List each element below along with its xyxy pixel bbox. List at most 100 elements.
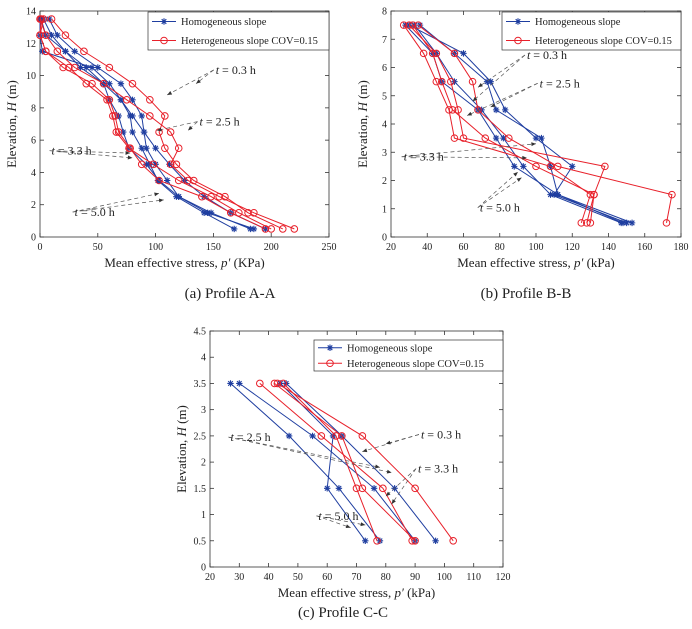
data-point-star bbox=[200, 209, 208, 216]
data-point-star bbox=[54, 32, 61, 39]
y-axis-label: Elevation, H (m) bbox=[355, 80, 370, 168]
data-point-star bbox=[483, 78, 491, 85]
series-heterogeneous-5 bbox=[414, 21, 676, 227]
time-annotation: t = 0.3 h bbox=[362, 428, 461, 453]
x-tick-label: 100 bbox=[148, 242, 163, 253]
data-point-circle bbox=[379, 484, 387, 493]
data-point-star bbox=[432, 537, 439, 544]
data-point-star bbox=[117, 80, 125, 87]
series-line bbox=[408, 24, 627, 224]
panel-caption: (b) Profile B-B bbox=[481, 286, 572, 302]
data-point-circle bbox=[338, 432, 346, 440]
data-point-star bbox=[71, 48, 78, 55]
data-point-star bbox=[106, 80, 113, 87]
data-point-circle bbox=[450, 49, 459, 58]
data-point-circle bbox=[226, 208, 235, 217]
annotation-arrow bbox=[472, 96, 478, 102]
data-point-circle bbox=[408, 21, 417, 29]
series-line bbox=[279, 383, 366, 542]
x-tick-label: 40 bbox=[264, 572, 274, 583]
data-point-star bbox=[520, 163, 527, 170]
data-point-star bbox=[140, 128, 148, 136]
annotation-leader bbox=[472, 54, 526, 102]
data-point-circle bbox=[155, 128, 163, 136]
legend-marker-circle bbox=[160, 36, 168, 45]
annotation-arrow bbox=[386, 469, 392, 474]
x-tick-label: 20 bbox=[205, 572, 215, 583]
x-tick-label: 120 bbox=[496, 572, 511, 583]
y-tick-label: 3 bbox=[382, 148, 387, 159]
data-point-circle bbox=[105, 95, 114, 104]
annotation-arrow bbox=[385, 440, 391, 445]
data-point-circle bbox=[207, 192, 215, 201]
data-point-circle bbox=[352, 484, 361, 493]
annotation-leader bbox=[401, 143, 537, 158]
annotation-arrow bbox=[125, 150, 131, 155]
data-point-circle bbox=[373, 536, 381, 545]
annotation-leader bbox=[385, 434, 420, 445]
data-point-star bbox=[285, 432, 293, 440]
annotation-leader bbox=[477, 54, 526, 88]
data-point-star bbox=[166, 161, 173, 168]
data-point-star bbox=[152, 161, 159, 168]
y-tick-label: 6 bbox=[31, 136, 36, 147]
time-annotation: t = 3.3 h bbox=[49, 144, 133, 160]
annotation-arrow bbox=[156, 127, 162, 132]
chart-panel-2: 20 40 60 80 100 120 140 160 180 0 1 2 3 4 5 6 7 8 Mean eff… bbox=[355, 7, 689, 303]
annotation-arrow bbox=[516, 177, 522, 182]
y-axis-label: Elevation, H (m) bbox=[4, 80, 19, 168]
data-point-star bbox=[143, 161, 150, 168]
data-point-circle bbox=[668, 190, 676, 199]
annotation-label: t = 3.3 h bbox=[52, 144, 92, 158]
data-point-star bbox=[262, 225, 269, 233]
annotation-label: t = 0.3 h bbox=[216, 63, 256, 77]
data-point-star bbox=[46, 15, 53, 23]
annotation-arrow bbox=[467, 111, 473, 116]
data-point-star bbox=[550, 191, 558, 198]
data-point-star bbox=[94, 64, 101, 71]
data-point-star bbox=[152, 145, 159, 152]
data-point-star bbox=[554, 191, 561, 198]
y-tick-label: 4 bbox=[31, 168, 36, 179]
x-tick-label: 120 bbox=[565, 242, 580, 253]
annotation-arrow bbox=[360, 522, 366, 527]
annotation-leader bbox=[72, 199, 164, 213]
series-line bbox=[277, 382, 454, 542]
x-tick-label: 20 bbox=[386, 242, 396, 253]
data-point-star bbox=[138, 112, 145, 120]
x-tick-label: 100 bbox=[437, 572, 452, 583]
data-point-star bbox=[227, 380, 234, 387]
data-point-circle bbox=[70, 63, 79, 72]
data-point-star bbox=[309, 432, 316, 440]
data-point-circle bbox=[155, 176, 163, 185]
data-point-circle bbox=[80, 47, 88, 56]
y-tick-label: 0 bbox=[31, 233, 36, 244]
x-tick-label: 50 bbox=[93, 242, 103, 253]
data-point-circle bbox=[198, 192, 206, 201]
data-point-circle bbox=[279, 379, 288, 388]
data-point-star bbox=[492, 106, 500, 114]
series-line bbox=[414, 24, 622, 224]
time-annotation: t = 2.5 h bbox=[228, 430, 392, 474]
time-annotation: t = 3.3 h bbox=[401, 142, 537, 164]
data-point-star bbox=[77, 64, 84, 71]
data-point-circle bbox=[59, 63, 67, 72]
data-point-circle bbox=[450, 134, 459, 142]
y-tick-label: 4 bbox=[382, 120, 387, 131]
data-point-circle bbox=[47, 15, 56, 23]
data-point-circle bbox=[215, 192, 223, 201]
time-annotation: t = 2.5 h bbox=[466, 76, 580, 116]
y-axis-label: Elevation, H (m) bbox=[174, 405, 189, 493]
chart-panel-3: 20 30 40 50 60 70 80 90 100 110 120 0 0.5 1 1.5 2 2.5 3 3.… bbox=[174, 327, 511, 622]
data-point-circle bbox=[468, 77, 477, 86]
data-point-star bbox=[83, 64, 90, 71]
data-point-circle bbox=[411, 484, 419, 493]
series-heterogeneous-8 bbox=[36, 15, 276, 233]
data-point-circle bbox=[270, 379, 279, 388]
data-point-circle bbox=[146, 95, 154, 104]
legend-box bbox=[501, 11, 682, 51]
series-line bbox=[417, 24, 673, 223]
x-tick-label: 80 bbox=[381, 572, 391, 583]
data-point-star bbox=[129, 96, 136, 103]
